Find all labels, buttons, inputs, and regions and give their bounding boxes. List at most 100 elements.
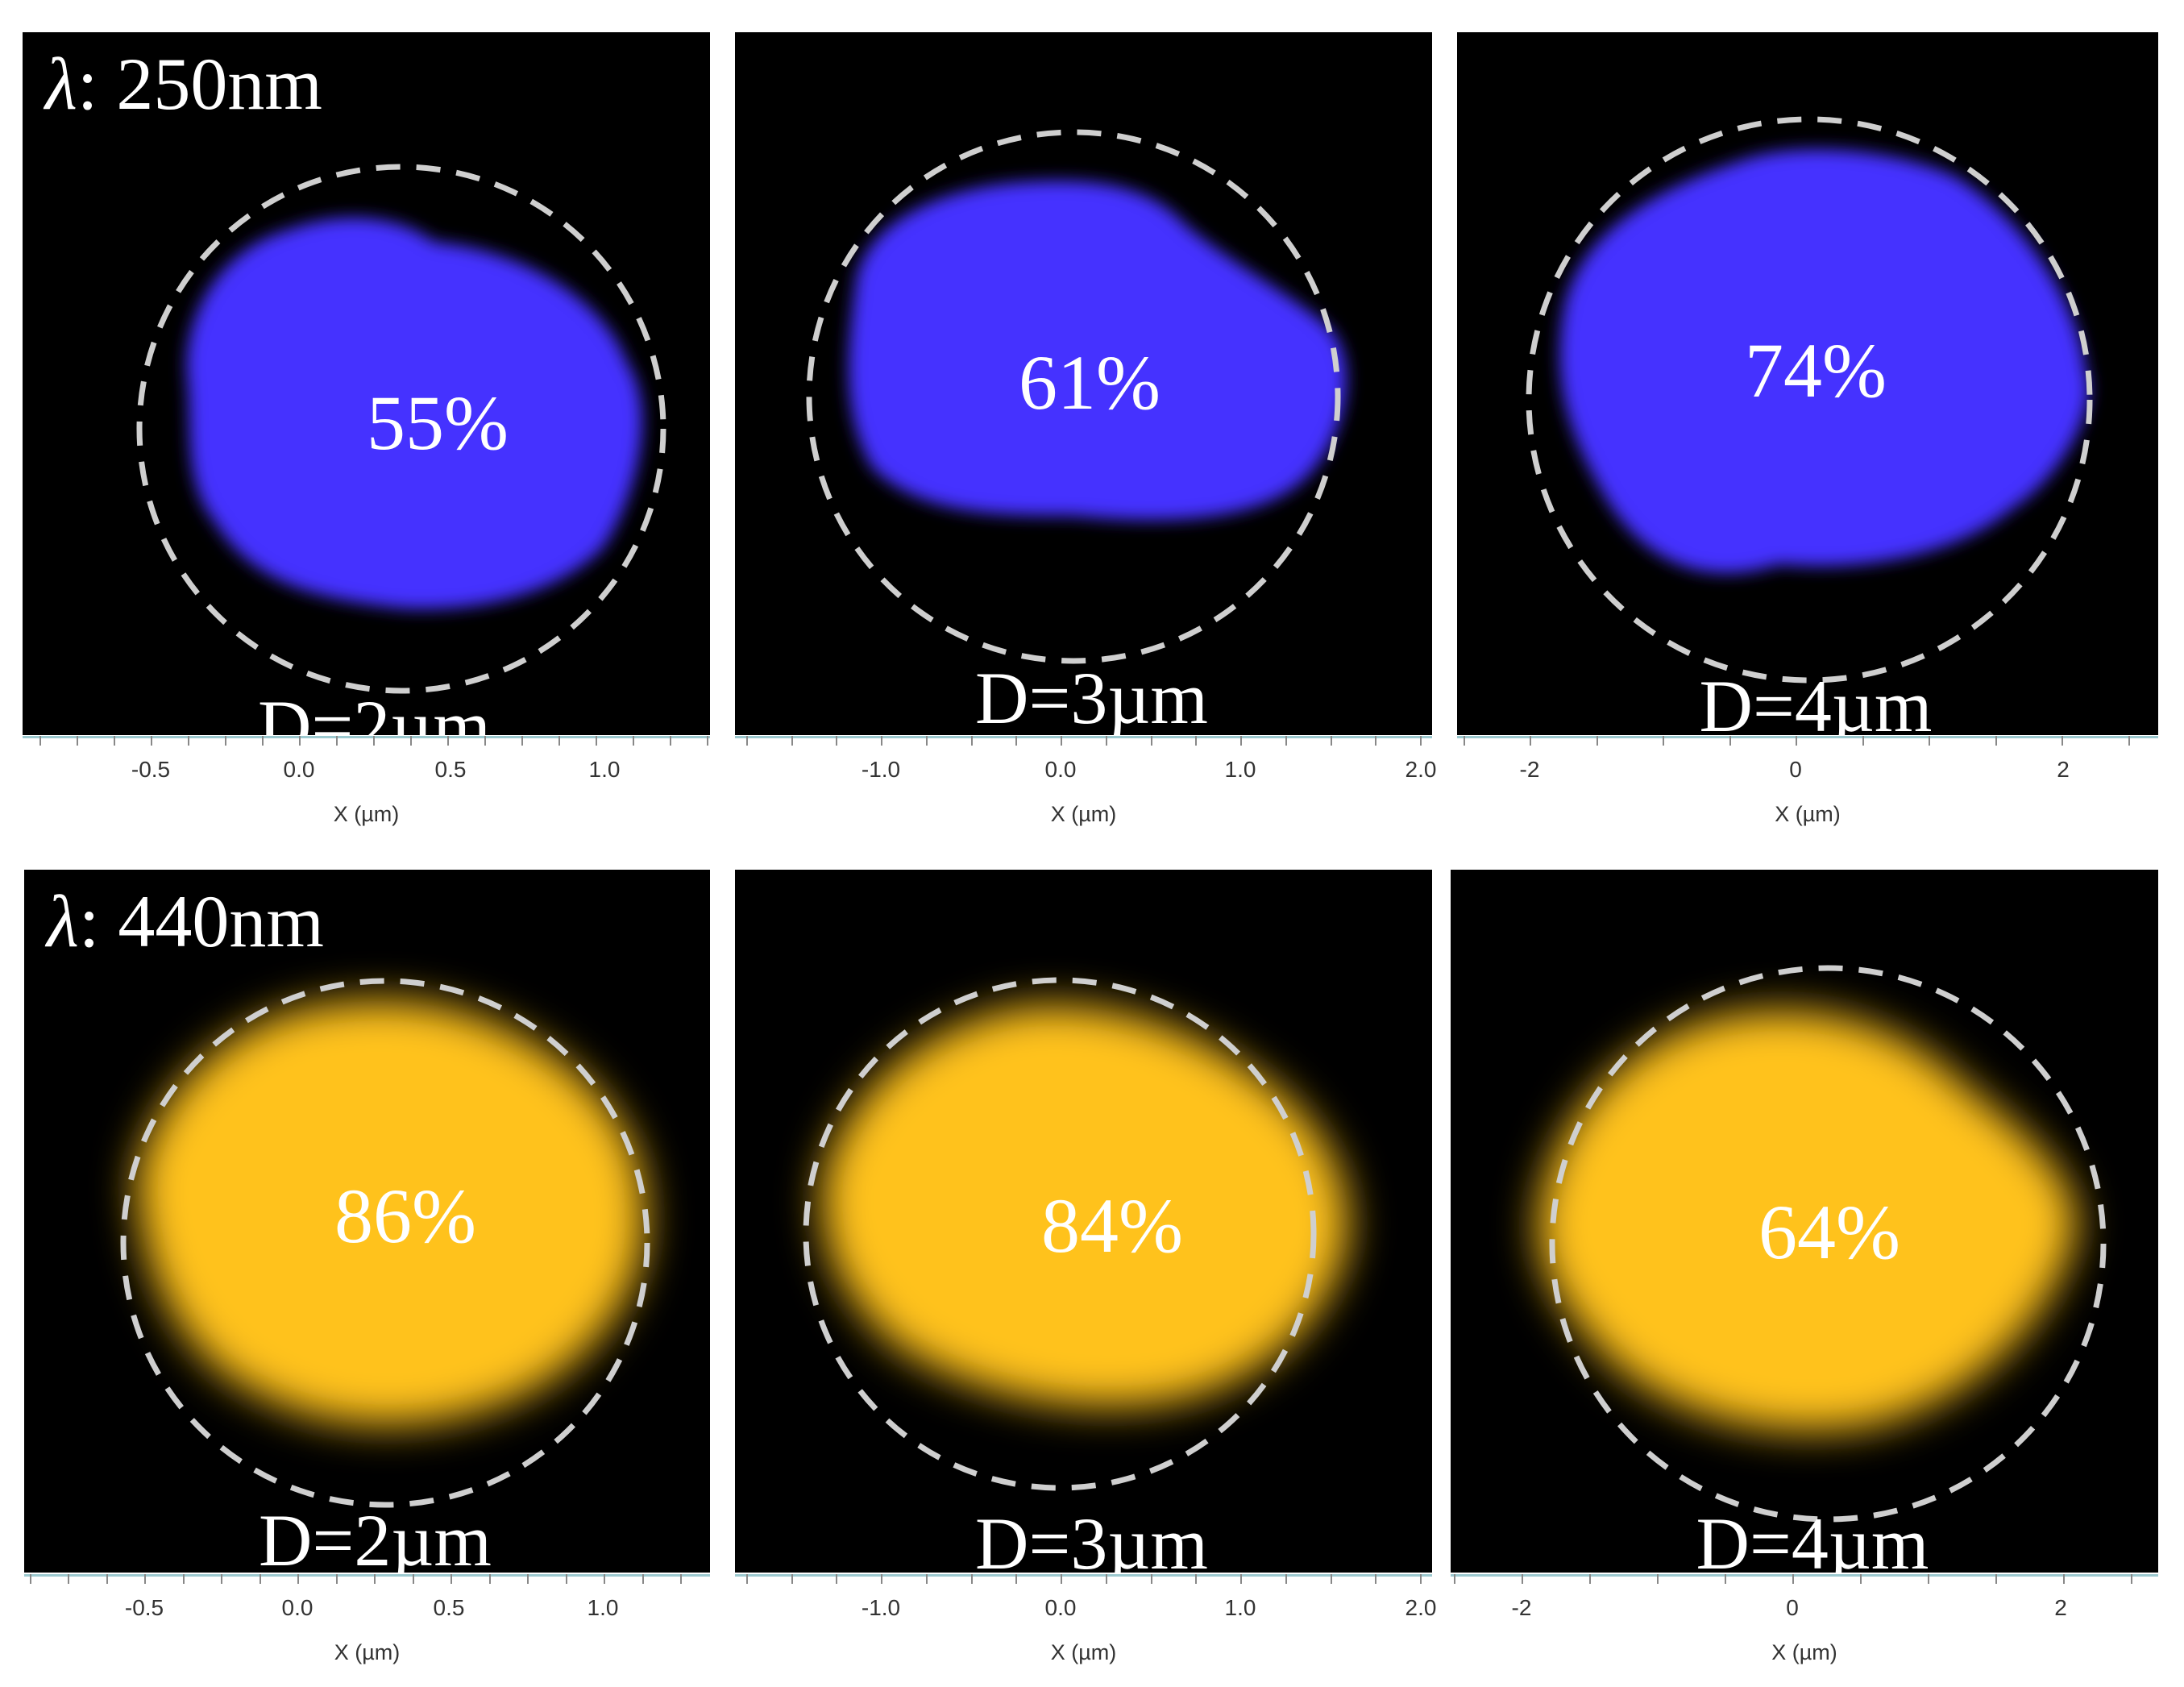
efficiency-label: 61% [1019, 339, 1161, 426]
lambda-symbol: λ [47, 880, 79, 962]
axis-tick [144, 1574, 146, 1584]
axis-tick [1796, 736, 1797, 746]
tick-label: 2.0 [1405, 757, 1437, 782]
tick-label: 1.0 [588, 757, 621, 782]
axis-tick [1729, 736, 1731, 746]
axis-tick [488, 1574, 491, 1584]
axis-line [1457, 736, 2158, 738]
axis-tick [2062, 736, 2063, 746]
field-intensity-blob [849, 181, 1347, 521]
tick-label: 2 [2057, 757, 2070, 782]
axis-tick [1995, 1574, 1997, 1584]
axis-tick [641, 1574, 644, 1584]
axis-tick [299, 736, 301, 746]
axis-tick [1463, 736, 1465, 746]
diameter-label: D=4µm [1699, 665, 1933, 735]
efficiency-label: 55% [367, 380, 509, 466]
axis-tick [836, 736, 838, 746]
axis-line [24, 1574, 710, 1577]
microlens-outline [803, 977, 1317, 1491]
efficiency-label: 74% [1745, 327, 1887, 413]
axis-tick [221, 1574, 222, 1584]
axis-tick [925, 1574, 928, 1584]
axis-line [1451, 1574, 2158, 1577]
axis-tick [527, 1574, 529, 1584]
axis-tick [670, 736, 671, 746]
lambda-symbol: λ [45, 43, 77, 125]
diameter-label: D=3µm [975, 657, 1208, 735]
axis-tick [374, 1574, 376, 1584]
axis-tick [2063, 1574, 2065, 1584]
axis-tick [970, 1574, 973, 1584]
image-panel: 86% D=2µm λ: 440nm [24, 870, 710, 1573]
intensity-map [1526, 116, 2093, 684]
diameter-label: D=2µm [258, 685, 491, 735]
tick-label: 2.0 [1405, 1595, 1437, 1620]
diameter-label: D=4µm [1696, 1502, 1929, 1573]
efficiency-label: 86% [334, 1173, 476, 1259]
image-panel: 61% D=3µm [735, 32, 1432, 735]
axis-tick [633, 736, 634, 746]
axis-tick [1657, 1574, 1659, 1584]
axis-line [735, 736, 1432, 738]
axis-tick [791, 736, 793, 746]
tick-label: -0.5 [131, 757, 171, 782]
axis-tick [1150, 1574, 1152, 1584]
axis-tick [1995, 736, 1997, 746]
field-intensity-blob [186, 217, 642, 609]
axis-tick [1928, 1574, 1929, 1584]
axis-line [23, 736, 710, 738]
tick-label: 2 [2054, 1595, 2067, 1620]
tick-label: 0 [1786, 1595, 1799, 1620]
axis-tick [29, 1574, 31, 1584]
image-panel: 74% D=4µm [1457, 32, 2158, 735]
microlens-outline [1526, 116, 2093, 684]
diameter-label: D=2µm [259, 1499, 492, 1573]
axis-tick [1530, 736, 1531, 746]
tick-label: 1.0 [587, 1595, 619, 1620]
field-intensity-blob [1538, 1010, 2077, 1431]
axis-tick [1240, 1574, 1242, 1584]
field-intensity-blob [822, 1005, 1349, 1407]
axis-tick [1725, 1574, 1726, 1584]
axis-tick [1929, 736, 1930, 746]
axis-line [735, 1574, 1432, 1577]
axis-tick [1663, 736, 1664, 746]
axis-tick [1420, 736, 1422, 746]
tick-label: -1.0 [861, 757, 901, 782]
axis-tick [881, 1574, 882, 1584]
axis-tick [1330, 736, 1332, 746]
axis-tick [451, 1574, 452, 1584]
axis-tick [106, 1574, 108, 1584]
microlens-outline [136, 164, 666, 694]
axis-tick [1454, 1574, 1455, 1584]
tick-label: 0.0 [1044, 1595, 1077, 1620]
axis-tick [114, 736, 115, 746]
axis-tick [1420, 1574, 1422, 1584]
tick-label: 0.5 [434, 757, 467, 782]
axis-tick [745, 1574, 748, 1584]
axis-tick [2128, 736, 2130, 746]
axis-tick [1240, 736, 1242, 746]
axis-tick [1285, 1574, 1287, 1584]
tick-label: 0 [1789, 757, 1802, 782]
axis-tick [836, 1574, 838, 1584]
microlens-outline [806, 129, 1341, 664]
axis-tick [1150, 736, 1152, 746]
axis-tick [604, 1574, 605, 1584]
axis-tick [373, 736, 375, 746]
tick-label: 1.0 [1224, 757, 1256, 782]
axis-tick [297, 1574, 299, 1584]
axis-tick [1015, 1574, 1018, 1584]
field-intensity-blob [137, 1000, 646, 1425]
axis-tick [335, 1574, 338, 1584]
x-axis: -1.0 0.0 1.0 2.0 X (µm) [735, 1574, 1436, 1664]
x-axis: -1.0 0.0 1.0 2.0 X (µm) [735, 736, 1436, 826]
intensity-map [803, 977, 1349, 1491]
image-panel: 84% D=3µm [735, 870, 1432, 1573]
axis-tick [925, 736, 928, 746]
axis-tick [521, 736, 523, 746]
axis-tick [680, 1574, 682, 1584]
axis-tick [1522, 1574, 1523, 1584]
axis-tick [1589, 1574, 1591, 1584]
